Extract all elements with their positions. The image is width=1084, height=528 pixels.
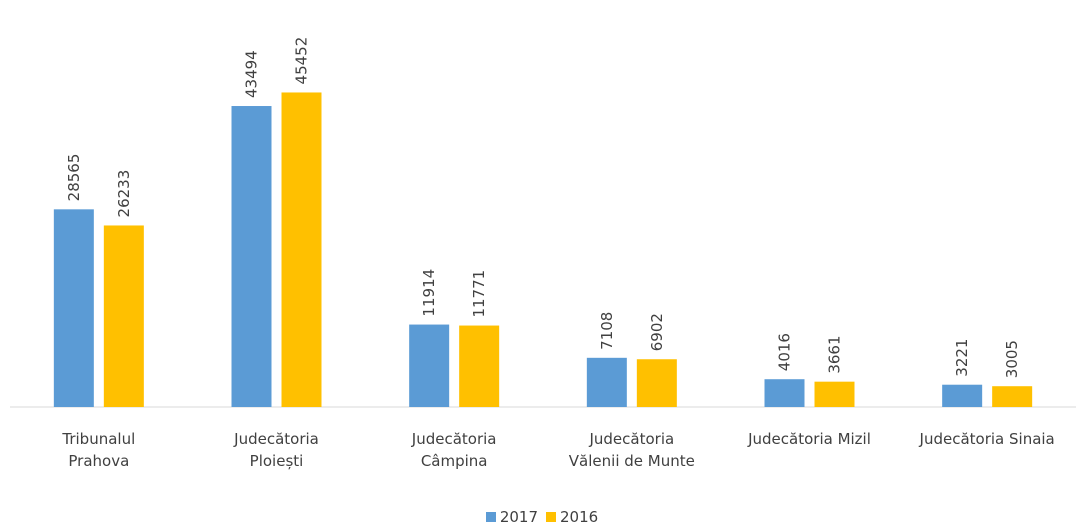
legend-swatch — [485, 512, 496, 522]
legend-swatch — [546, 512, 556, 522]
data-label: 3005 — [1003, 340, 1021, 378]
data-label: 4016 — [776, 333, 794, 371]
data-label: 3661 — [826, 335, 844, 373]
x-tick-label: Judecătoria Mizil — [748, 430, 871, 448]
data-label: 45452 — [293, 37, 311, 85]
data-label: 28565 — [65, 154, 83, 202]
bar — [409, 324, 450, 407]
data-label: 3221 — [953, 339, 971, 377]
legend-label: 2017 — [499, 508, 538, 526]
bar — [53, 209, 94, 407]
x-tick-label: Judecătoria Ploiești — [234, 430, 319, 470]
x-tick-label: Judecătoria Câmpina — [411, 430, 497, 470]
bar — [942, 384, 983, 407]
data-label: 7108 — [598, 312, 616, 350]
bar — [636, 359, 677, 407]
x-tick-label: Judecătoria Sinaia — [919, 430, 1055, 448]
x-tick-label: Judecătoria Vălenii de Munte — [568, 430, 695, 470]
bar — [459, 325, 500, 407]
data-label: 26233 — [115, 170, 133, 218]
legend-label: 2016 — [560, 508, 599, 526]
bar — [814, 381, 855, 407]
legend: 2017 2016 — [0, 508, 1084, 526]
data-label: 11914 — [420, 269, 438, 317]
bar — [586, 357, 627, 407]
bar — [103, 225, 144, 407]
x-tick-label: Tribunalul Prahova — [62, 430, 136, 470]
data-label: 11771 — [470, 270, 488, 318]
bar — [281, 92, 322, 407]
bar — [231, 106, 272, 408]
bar — [992, 386, 1033, 407]
data-label: 6902 — [648, 313, 666, 351]
legend-item: 2016 — [546, 508, 598, 526]
legend-item: 2017 — [485, 508, 538, 526]
data-label: 43494 — [243, 50, 261, 98]
bar — [764, 379, 805, 407]
